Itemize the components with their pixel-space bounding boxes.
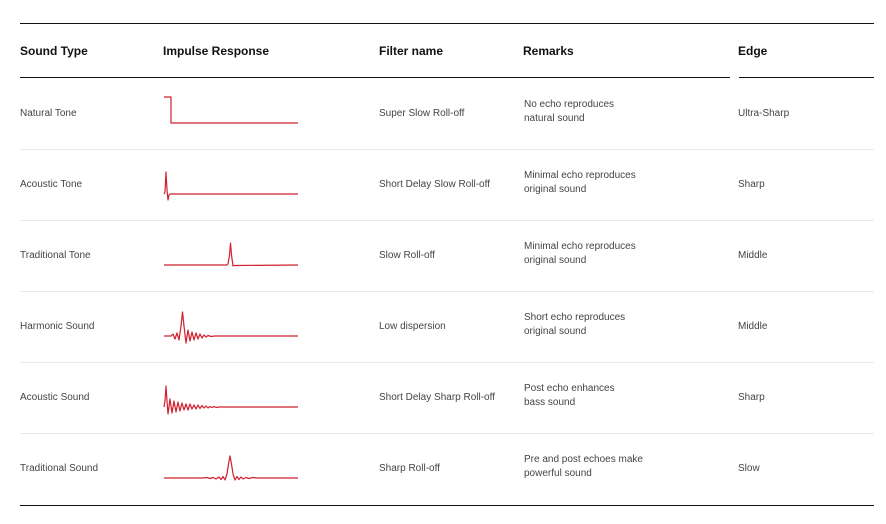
sound-type-cell: Traditional Tone — [20, 250, 91, 261]
remarks-line: Short echo reproduces — [524, 312, 626, 323]
remarks-line: original sound — [524, 326, 587, 337]
header-edge: Edge — [738, 44, 768, 58]
impulse-response-graph-acoustic-sound — [163, 385, 298, 415]
sound-type-cell: Traditional Sound — [20, 463, 99, 474]
edge-cell: Sharp — [738, 392, 765, 403]
edge-cell: Slow — [738, 463, 760, 474]
filter-name-cell: Short Delay Slow Roll-off — [379, 179, 490, 190]
remarks-cell: Pre and post echoes make powerful sound — [524, 453, 674, 481]
remarks-cell: Minimal echo reproduces original sound — [524, 240, 674, 268]
sound-type-cell: Natural Tone — [20, 108, 77, 119]
remarks-line: Pre and post echoes make — [524, 454, 643, 465]
remarks-cell: No echo reproduces natural sound — [524, 98, 674, 126]
bottom-rule — [20, 505, 874, 506]
edge-cell: Middle — [738, 321, 768, 332]
top-rule — [20, 23, 874, 24]
remarks-cell: Post echo enhances bass sound — [524, 382, 674, 410]
remarks-line: original sound — [524, 255, 587, 266]
header-sound-type: Sound Type — [20, 44, 88, 58]
filter-name-cell: Slow Roll-off — [379, 250, 435, 261]
row-separator — [20, 362, 874, 363]
remarks-line: Minimal echo reproduces — [524, 170, 636, 181]
edge-cell: Middle — [738, 250, 768, 261]
filter-name-cell: Short Delay Sharp Roll-off — [379, 392, 495, 403]
impulse-response-graph-traditional-tone — [164, 242, 299, 267]
remarks-line: Minimal echo reproduces — [524, 241, 636, 252]
remarks-line: bass sound — [524, 397, 576, 408]
impulse-response-graph-traditional-sound — [164, 455, 298, 481]
remarks-cell: Minimal echo reproduces original sound — [524, 169, 674, 197]
header-filter-name: Filter name — [379, 44, 444, 58]
remarks-line: powerful sound — [524, 468, 592, 479]
remarks-line: No echo reproduces — [524, 99, 615, 110]
sound-type-cell: Acoustic Sound — [20, 392, 90, 403]
impulse-response-graph-natural-tone — [164, 96, 298, 124]
row-separator — [20, 433, 874, 434]
impulse-response-graph-harmonic-sound — [164, 311, 298, 344]
remarks-line: original sound — [524, 184, 587, 195]
row-separator — [20, 291, 874, 292]
row-separator — [20, 220, 874, 221]
edge-cell: Sharp — [738, 179, 765, 190]
remarks-line: Post echo enhances — [524, 383, 615, 394]
filter-name-cell: Super Slow Roll-off — [379, 108, 465, 119]
remarks-line: natural sound — [524, 113, 585, 124]
header-impulse-response: Impulse Response — [163, 44, 270, 58]
header-rule-main — [20, 77, 730, 78]
sound-type-cell: Harmonic Sound — [20, 321, 95, 332]
filter-name-cell: Sharp Roll-off — [379, 463, 440, 474]
row-separator — [20, 149, 874, 150]
impulse-response-graph-acoustic-tone — [163, 171, 298, 201]
header-rule-edge — [739, 77, 874, 78]
filter-name-cell: Low dispersion — [379, 321, 446, 332]
header-remarks: Remarks — [523, 44, 574, 58]
remarks-cell: Short echo reproduces original sound — [524, 311, 674, 339]
edge-cell: Ultra-Sharp — [738, 108, 790, 119]
sound-type-cell: Acoustic Tone — [20, 179, 83, 190]
